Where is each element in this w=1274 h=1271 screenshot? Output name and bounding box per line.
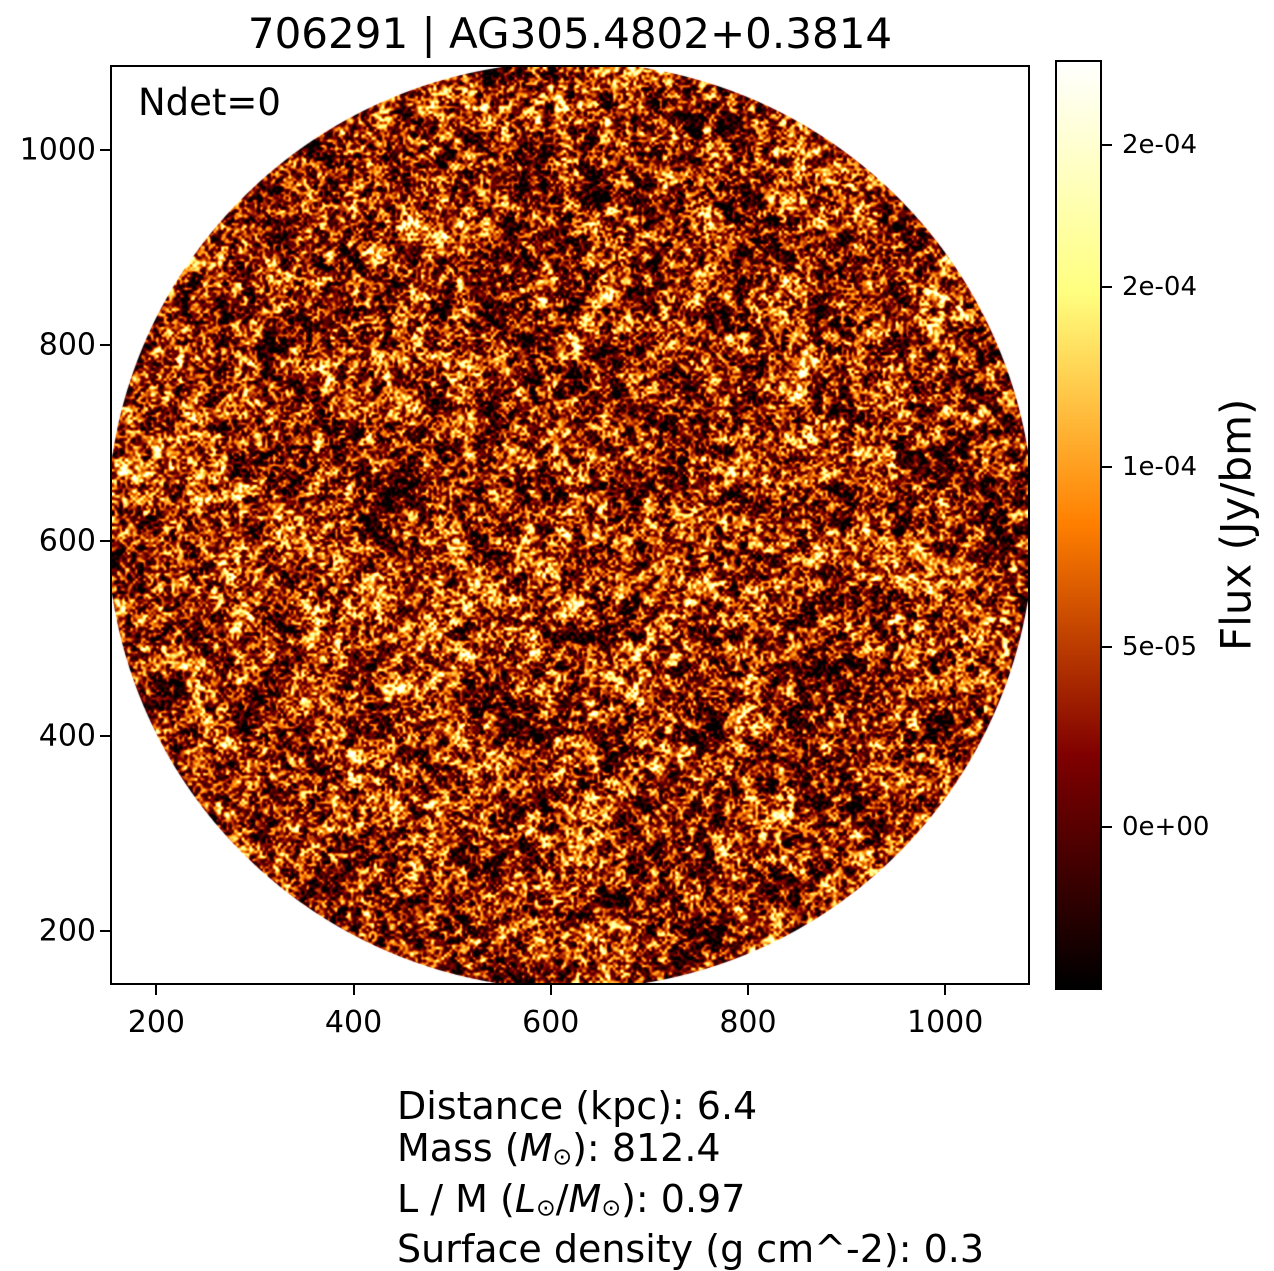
x-tick-mark <box>352 983 355 995</box>
y-tick-mark <box>100 344 112 347</box>
colorbar-tick-label: 2e-04 <box>1122 272 1198 303</box>
colorbar-tick-mark <box>1100 825 1112 828</box>
y-tick-label: 400 <box>38 718 96 754</box>
plot-area: Ndet=0 200 400 600 800 1000 200 400 600 800 1000 <box>20 65 1030 1040</box>
y-tick-label: 200 <box>38 913 96 949</box>
colorbar-tick-mark <box>1100 465 1112 468</box>
x-tick-label: 600 <box>522 1005 580 1040</box>
colorbar-tick-label: 0e+00 <box>1122 811 1210 842</box>
x-tick-mark <box>549 983 552 995</box>
colorbar-tick-label: 1e-04 <box>1122 451 1198 482</box>
y-tick-label: 1000 <box>19 132 96 168</box>
stats-block: Distance (kpc): 6.4 Mass (M⊙): 812.4 L / M… <box>397 1085 984 1270</box>
x-tick-mark <box>944 983 947 995</box>
y-tick-label: 600 <box>38 523 96 559</box>
stat-line-surface-density: Surface density (g cm^-2): 0.3 <box>397 1227 985 1271</box>
x-tick-label: 400 <box>324 1005 383 1040</box>
ndet-annotation: Ndet=0 <box>138 81 281 124</box>
y-tick-label: 800 <box>38 327 96 363</box>
y-tick-mark <box>100 734 112 737</box>
x-tick-mark <box>746 983 749 995</box>
y-tick-mark <box>100 149 112 151</box>
x-tick-label: 800 <box>719 1005 777 1040</box>
x-tick-mark <box>155 983 158 995</box>
y-tick-mark <box>100 930 112 933</box>
stat-line-mass: Mass (M⊙): 812.4 <box>397 1126 721 1171</box>
colorbar-gradient <box>1057 62 1100 988</box>
stat-line-distance: Distance (kpc): 6.4 <box>397 1084 758 1128</box>
stat-line-l-over-m: L / M (L⊙/M⊙): 0.97 <box>397 1176 746 1222</box>
plot-title: 706291 | AG305.4802+0.3814 <box>247 9 893 58</box>
colorbar-tick-mark <box>1100 646 1112 649</box>
x-tick-label: 200 <box>127 1005 185 1040</box>
colorbar-tick-mark <box>1100 286 1112 289</box>
colorbar-tick-label: 5e-05 <box>1122 632 1198 663</box>
x-tick-label: 1000 <box>906 1005 984 1040</box>
flux-map-image <box>112 67 1028 983</box>
colorbar-axis-label: Flux (Jy/bm) <box>1211 398 1261 652</box>
colorbar-tick-mark <box>1100 144 1112 147</box>
colorbar: 2e-04 2e-04 1e-04 5e-05 0e+00 <box>1055 60 1209 990</box>
colorbar-tick-label: 2e-04 <box>1122 130 1198 161</box>
y-tick-mark <box>100 539 112 542</box>
